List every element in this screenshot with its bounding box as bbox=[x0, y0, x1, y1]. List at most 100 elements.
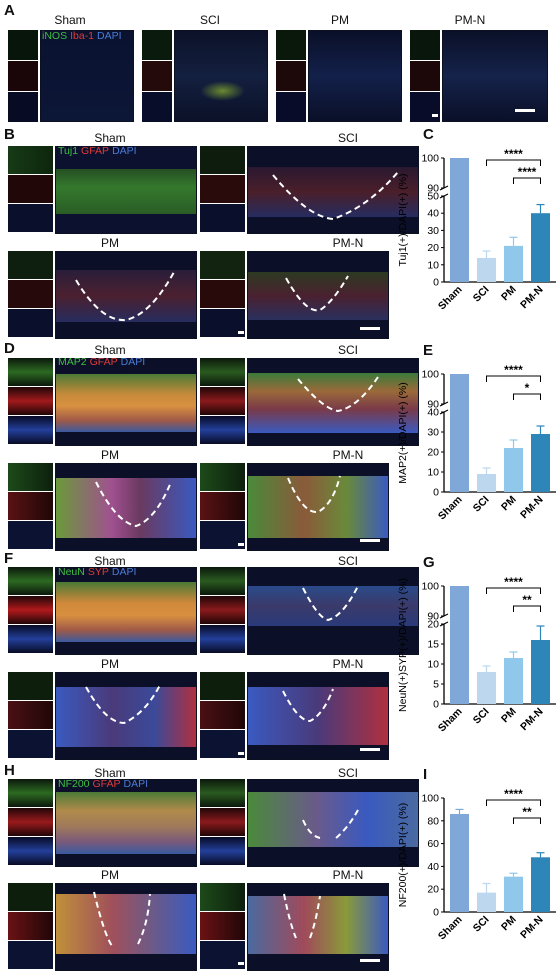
panel-d-pm-image bbox=[55, 463, 197, 551]
x-tick-label: PM bbox=[499, 913, 519, 933]
panel-f-sci-image bbox=[247, 567, 419, 655]
chart-g: NeuN(+)SYP(+)/DAPI(+) (%) 0 5 10 15 20 90 100 Sh… bbox=[392, 568, 556, 762]
y-tick-label: 30 bbox=[427, 225, 439, 237]
legend-dapi: DAPI bbox=[112, 145, 137, 157]
panel-a-title-pm: PM bbox=[331, 13, 349, 27]
panel-f-title-sci: SCI bbox=[337, 554, 358, 568]
significance-bracket bbox=[513, 393, 541, 400]
x-tick-label: Sham bbox=[436, 914, 465, 943]
significance-label: **** bbox=[504, 147, 523, 161]
scale-bar bbox=[515, 109, 535, 112]
panel-f-sham-channels bbox=[8, 567, 53, 653]
x-tick-label: PM-N bbox=[518, 706, 545, 733]
panel-b-sham-channels bbox=[8, 146, 53, 232]
bar-sham bbox=[450, 586, 469, 704]
x-tick-label: PM bbox=[499, 493, 519, 513]
panel-d-title-sci: SCI bbox=[337, 343, 358, 357]
y-tick-label: 90 bbox=[427, 399, 439, 411]
bar-sham bbox=[450, 374, 469, 492]
y-tick-label: 20 bbox=[427, 884, 439, 896]
panel-d-sham-image bbox=[55, 358, 197, 446]
scale-bar-small bbox=[238, 543, 244, 546]
panel-b-pm-image bbox=[55, 251, 197, 339]
panel-a-sci-image bbox=[174, 30, 268, 122]
y-tick-label: 15 bbox=[427, 639, 439, 651]
scale-bar bbox=[360, 539, 380, 542]
x-tick-label: Sham bbox=[436, 706, 465, 735]
panel-h-stain-legend: NF200 GFAP DAPI bbox=[58, 778, 151, 790]
panel-f-sham-image bbox=[55, 567, 197, 655]
chart-i: NF200(+)/DAPI(+) (%) 0 20 40 60 80 100 Sham SCI P… bbox=[392, 780, 556, 970]
y-tick-label: 0 bbox=[433, 277, 439, 289]
significance-bracket bbox=[513, 605, 541, 612]
scale-bar bbox=[360, 748, 380, 751]
significance-label: **** bbox=[504, 575, 523, 589]
panel-d-pmn-channels bbox=[200, 463, 245, 549]
panel-a-stain-legend: iNOS Iba-1 DAPI bbox=[42, 30, 125, 42]
x-tick-label: PM-N bbox=[518, 284, 545, 311]
bar-pm bbox=[504, 448, 523, 492]
y-axis-label: NeuN(+)SYP(+)/DAPI(+) (%) bbox=[397, 578, 409, 712]
bar-pm bbox=[504, 245, 523, 282]
y-tick-label: 10 bbox=[427, 259, 439, 271]
panel-h-pmn-channels bbox=[200, 883, 245, 969]
significance-bracket bbox=[486, 587, 541, 594]
y-tick-label: 40 bbox=[427, 407, 439, 419]
bar-pm-n bbox=[531, 434, 550, 492]
y-tick-label: 100 bbox=[421, 153, 439, 165]
bar-sham bbox=[450, 158, 469, 282]
legend-dapi: DAPI bbox=[123, 778, 149, 790]
panel-d-title-pm: PM bbox=[101, 448, 119, 462]
scale-bar-small bbox=[432, 114, 438, 117]
panel-d-sci-channels bbox=[200, 358, 245, 444]
panel-label-f: F bbox=[4, 550, 14, 567]
x-tick-label: PM-N bbox=[518, 914, 545, 941]
panel-a-pmn-image bbox=[442, 30, 548, 122]
panel-label-i: I bbox=[423, 766, 428, 783]
panel-label-b: B bbox=[4, 126, 15, 143]
chart-i-svg: NF200(+)/DAPI(+) (%) 0 20 40 60 80 100 Sham SCI P… bbox=[397, 787, 556, 943]
panel-b-pmn-image bbox=[247, 251, 389, 339]
scale-bar-small bbox=[238, 752, 244, 755]
panel-label-g: G bbox=[423, 554, 435, 571]
y-tick-label: 20 bbox=[427, 242, 439, 254]
x-tick-label: PM bbox=[499, 283, 519, 303]
panel-b-title-pmn: PM-N bbox=[332, 236, 364, 250]
y-tick-label: 0 bbox=[433, 907, 439, 919]
legend-nf200: NF200 bbox=[58, 778, 90, 790]
legend-dapi: DAPI bbox=[111, 566, 137, 578]
legend-dapi: DAPI bbox=[97, 30, 122, 42]
panel-h-sham-image bbox=[55, 779, 197, 867]
legend-neun: NeuN bbox=[58, 566, 85, 578]
bar-pm-n bbox=[531, 213, 550, 282]
panel-f-pmn-channels bbox=[200, 672, 245, 758]
bar-sci bbox=[477, 257, 496, 282]
panel-b-pm-channels bbox=[8, 251, 53, 337]
x-tick-label: PM bbox=[499, 705, 519, 725]
panel-h-pmn-image bbox=[247, 883, 389, 971]
y-axis-label: NF200(+)/DAPI(+) (%) bbox=[397, 803, 409, 907]
panel-label-h: H bbox=[4, 762, 15, 779]
y-axis-label: MAP2(+)/DAPI(+) (%) bbox=[397, 382, 409, 484]
panel-h-pm-image bbox=[55, 883, 197, 971]
legend-gfap: GFAP bbox=[92, 778, 121, 790]
legend-map2: MAP2 bbox=[58, 356, 87, 368]
panel-label-c: C bbox=[423, 126, 434, 143]
legend-gfap: GFAP bbox=[81, 145, 110, 157]
panel-f-pmn-image bbox=[247, 672, 389, 760]
panel-d-stain-legend: MAP2 GFAP DAPI bbox=[58, 356, 148, 368]
significance-label: **** bbox=[504, 363, 523, 377]
x-tick-label: Sham bbox=[436, 494, 465, 523]
x-tick-label: PM-N bbox=[518, 494, 545, 521]
bar-pm bbox=[504, 658, 523, 704]
bar-sci bbox=[477, 672, 496, 704]
panel-f-pm-image bbox=[55, 672, 197, 760]
y-tick-label: 80 bbox=[427, 815, 439, 827]
panel-d-sham-channels bbox=[8, 358, 53, 444]
x-tick-label: SCI bbox=[471, 706, 492, 727]
y-tick-label: 40 bbox=[427, 208, 439, 220]
bar-sci bbox=[477, 474, 496, 492]
bar-pm bbox=[504, 876, 523, 912]
panel-b-pmn-channels bbox=[200, 251, 245, 337]
